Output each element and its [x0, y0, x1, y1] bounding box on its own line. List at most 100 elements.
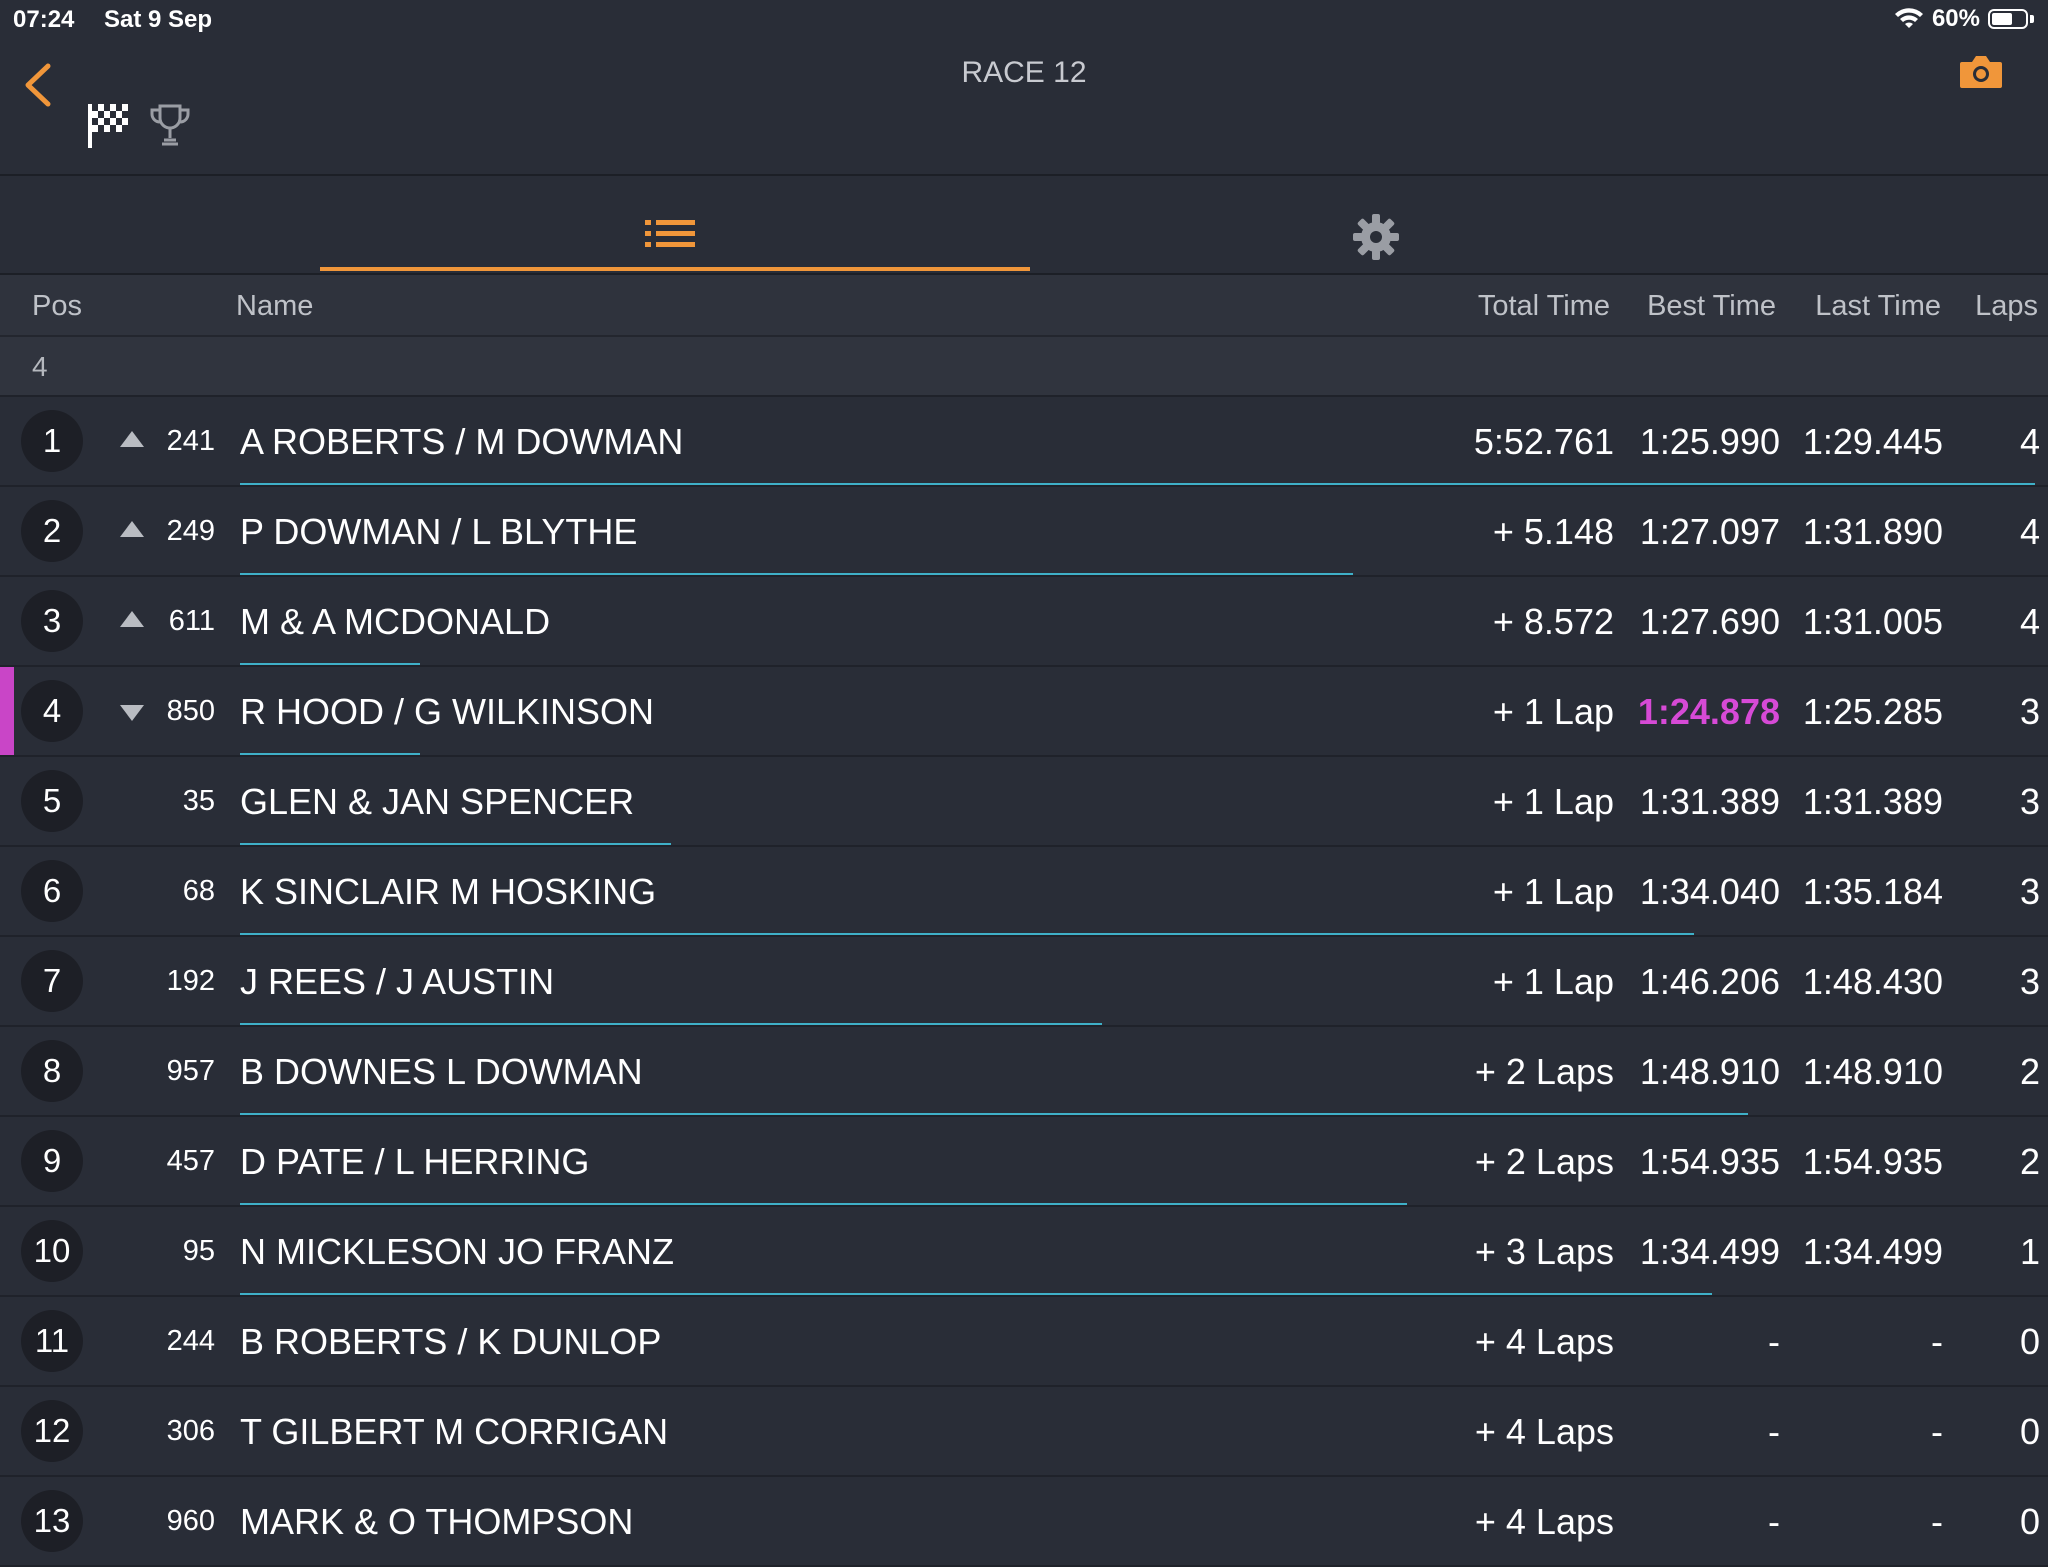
driver-name: J REES / J AUSTIN: [240, 961, 555, 1002]
best-time: -: [1768, 1321, 1780, 1362]
progress-bar: [240, 1293, 1712, 1295]
best-time: 1:31.389: [1639, 781, 1780, 822]
status-indicators: 60%: [1894, 5, 2034, 33]
status-bar: 07:24 Sat 9 Sep 60%: [0, 0, 2048, 40]
camera-icon: [1960, 56, 2002, 88]
last-time: 1:29.445: [1802, 421, 1943, 462]
best-time: -: [1768, 1411, 1780, 1452]
status-time: 07:24: [13, 6, 75, 33]
laps-count: 0: [2019, 1321, 2040, 1362]
last-time: -: [1931, 1321, 1943, 1362]
laps-count: 4: [2019, 421, 2040, 462]
car-number: 192: [166, 965, 215, 997]
last-time: -: [1931, 1501, 1943, 1542]
wifi-icon: [1894, 8, 1923, 28]
total-time: + 2 Laps: [1474, 1141, 1614, 1182]
col-laps[interactable]: Laps: [1975, 290, 2038, 322]
best-time: 1:48.910: [1639, 1051, 1780, 1092]
best-time: 1:25.990: [1639, 421, 1780, 462]
position-badge: 2: [21, 500, 83, 562]
checkered-flag-icon[interactable]: [86, 100, 132, 150]
position-badge: 11: [21, 1310, 83, 1372]
col-name[interactable]: Name: [236, 290, 314, 322]
laps-count: 4: [2019, 601, 2040, 642]
last-time: 1:31.389: [1802, 781, 1943, 822]
status-date: Sat 9 Sep: [104, 6, 213, 33]
progress-bar: [240, 1203, 1407, 1205]
row-highlight-marker: [0, 667, 14, 755]
car-number: 960: [166, 1505, 215, 1537]
table-row[interactable]: 1 241 A ROBERTS / M DOWMAN 5:52.761 1:25.990…: [0, 397, 2048, 487]
driver-name: P DOWMAN / L BLYTHE: [240, 511, 638, 552]
table-row[interactable]: 12 306 T GILBERT M CORRIGAN + 4 Laps - - 0: [0, 1387, 2048, 1477]
total-time: + 4 Laps: [1474, 1411, 1614, 1452]
laps-count: 4: [2019, 511, 2040, 552]
col-best-time[interactable]: Best Time: [1647, 290, 1776, 322]
table-row[interactable]: 11 244 B ROBERTS / K DUNLOP + 4 Laps - - 0: [0, 1297, 2048, 1387]
laps-count: 2: [2019, 1051, 2040, 1092]
progress-bar: [240, 1113, 1748, 1115]
table-row[interactable]: 8 957 B DOWNES L DOWMAN + 2 Laps 1:48.910 1:4…: [0, 1027, 2048, 1117]
table-row[interactable]: 3 611 M & A MCDONALD + 8.572 1:27.690 1:31.00…: [0, 577, 2048, 667]
car-number: 611: [168, 605, 215, 637]
progress-bar: [240, 843, 671, 845]
tab-settings[interactable]: [1022, 176, 1732, 271]
progress-bar: [240, 933, 1694, 935]
total-time: + 1 Lap: [1492, 961, 1614, 1002]
table-row[interactable]: 7 192 J REES / J AUSTIN + 1 Lap 1:46.206 1:48…: [0, 937, 2048, 1027]
col-last-time[interactable]: Last Time: [1815, 290, 1941, 322]
best-time: 1:54.935: [1639, 1141, 1780, 1182]
best-time: 1:34.040: [1639, 871, 1780, 912]
last-time: 1:34.499: [1802, 1231, 1943, 1272]
laps-completed-bar: 4: [0, 337, 2048, 397]
laps-count: 1: [2019, 1231, 2040, 1272]
table-row[interactable]: 4 850 R HOOD / G WILKINSON + 1 Lap 1:24.878 1…: [0, 667, 2048, 757]
position-badge: 10: [21, 1220, 83, 1282]
total-time: 5:52.761: [1473, 421, 1614, 462]
position-badge: 1: [21, 410, 83, 472]
car-number: 68: [182, 875, 215, 907]
table-row[interactable]: 2 249 P DOWMAN / L BLYTHE + 5.148 1:27.097 1:…: [0, 487, 2048, 577]
col-total-time[interactable]: Total Time: [1477, 290, 1610, 322]
position-badge: 8: [21, 1040, 83, 1102]
progress-bar: [240, 663, 420, 665]
last-time: 1:31.005: [1802, 601, 1943, 642]
table-row[interactable]: 5 35 GLEN & JAN SPENCER + 1 Lap 1:31.389 1:31…: [0, 757, 2048, 847]
driver-name: M & A MCDONALD: [240, 601, 551, 642]
column-headers: Pos Name Total Time Best Time Last Time …: [0, 275, 2048, 337]
tab-results-list[interactable]: [320, 176, 1030, 271]
best-time: -: [1768, 1501, 1780, 1542]
driver-name: T GILBERT M CORRIGAN: [240, 1411, 669, 1452]
table-row[interactable]: 9 457 D PATE / L HERRING + 2 Laps 1:54.935 1:…: [0, 1117, 2048, 1207]
page-title: RACE 12: [961, 56, 1087, 89]
battery-icon: [1988, 9, 2028, 29]
driver-name: A ROBERTS / M DOWMAN: [240, 421, 684, 462]
driver-name: R HOOD / G WILKINSON: [240, 691, 655, 732]
best-time: 1:27.097: [1639, 511, 1780, 552]
total-time: + 1 Lap: [1492, 871, 1614, 912]
car-number: 249: [166, 515, 215, 547]
battery-percent: 60%: [1931, 5, 1980, 32]
position-badge: 13: [21, 1490, 83, 1552]
position-badge: 9: [21, 1130, 83, 1192]
car-number: 241: [166, 425, 215, 457]
table-row[interactable]: 6 68 K SINCLAIR M HOSKING + 1 Lap 1:34.040 1:…: [0, 847, 2048, 937]
results-table: 1 241 A ROBERTS / M DOWMAN 5:52.761 1:25.990…: [0, 397, 2048, 1567]
table-row[interactable]: 10 95 N MICKLESON JO FRANZ + 3 Laps 1:34.499…: [0, 1207, 2048, 1297]
driver-name: K SINCLAIR M HOSKING: [240, 871, 657, 912]
car-number: 244: [166, 1325, 215, 1357]
header: RACE 12: [0, 40, 2048, 176]
laps-count: 3: [2019, 871, 2040, 912]
gear-icon: [1353, 214, 1399, 260]
table-row[interactable]: 13 960 MARK & O THOMPSON + 4 Laps - - 0: [0, 1477, 2048, 1567]
position-up-icon: [120, 521, 144, 537]
back-button[interactable]: [18, 60, 58, 110]
col-pos[interactable]: Pos: [32, 290, 82, 322]
last-time: 1:54.935: [1802, 1141, 1943, 1182]
driver-name: D PATE / L HERRING: [240, 1141, 590, 1182]
position-badge: 3: [21, 590, 83, 652]
trophy-icon[interactable]: [148, 102, 192, 148]
camera-button[interactable]: [1958, 52, 2004, 92]
position-badge: 4: [21, 680, 83, 742]
position-badge: 12: [21, 1400, 83, 1462]
